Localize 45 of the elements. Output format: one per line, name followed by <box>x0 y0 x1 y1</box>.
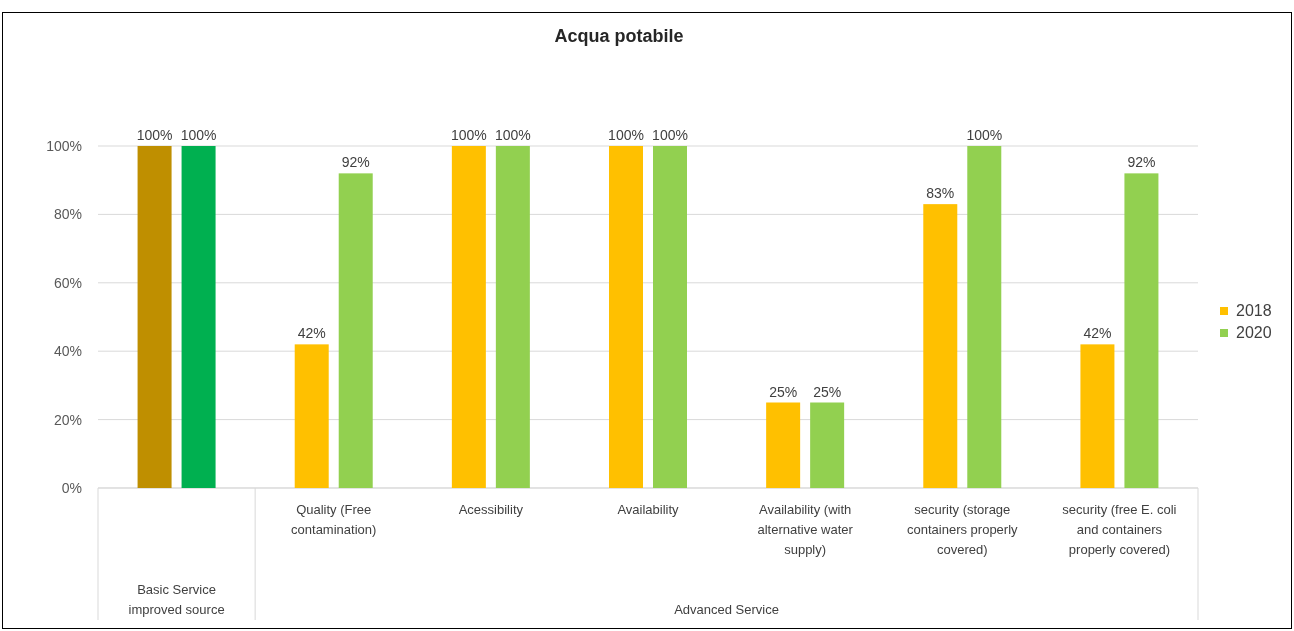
data-label: 42% <box>297 325 326 342</box>
x-tick-label: security (storage containers properly covered) <box>907 502 1019 557</box>
y-tick-label: 0% <box>61 480 82 496</box>
data-label: 92% <box>341 154 370 171</box>
data-label: 42% <box>1083 325 1112 342</box>
x-tick-label: Acessibility <box>458 502 524 517</box>
legend-label: 2020 <box>1236 324 1272 341</box>
data-label: 92% <box>1127 154 1156 171</box>
text: Basic Service improved source <box>128 582 225 617</box>
data-label: 100% <box>494 127 531 143</box>
data-label: 100% <box>180 127 217 143</box>
chart-title: Acqua potabile <box>554 26 684 46</box>
bar <box>923 204 958 488</box>
data-label: 100% <box>608 127 644 143</box>
y-tick-label: 20% <box>53 411 82 428</box>
bar <box>294 344 329 488</box>
bar <box>137 146 172 488</box>
bar <box>1080 344 1115 488</box>
text: Advanced Service <box>674 602 779 617</box>
data-label: 25% <box>813 383 842 400</box>
bar <box>495 146 530 488</box>
x-tick-label: security (free E. coli and containers properly covered) <box>1062 502 1177 557</box>
bar <box>609 146 643 488</box>
y-tick-label: 60% <box>53 274 82 291</box>
bar <box>451 146 486 488</box>
data-label: 100% <box>966 127 1003 143</box>
x-tick-label: Availability (with alternative water supply) <box>757 502 854 557</box>
data-label: 25% <box>769 383 798 400</box>
bar <box>181 146 216 488</box>
legend-label: 2018 <box>1236 302 1272 319</box>
data-label: 83% <box>926 185 955 202</box>
bar <box>1124 173 1159 488</box>
data-label: 100% <box>652 127 688 143</box>
x-tick-label: Quality (Free contamination) <box>291 502 377 537</box>
bar <box>810 402 845 488</box>
data-label: 100% <box>136 127 173 143</box>
x-tick-label: Availability <box>617 502 680 517</box>
bar <box>338 173 373 488</box>
data-label: 100% <box>450 127 487 143</box>
y-tick-label: 80% <box>53 206 82 223</box>
y-tick-label: 100% <box>46 138 82 154</box>
bar <box>967 146 1002 488</box>
bar <box>766 402 801 488</box>
bar <box>653 146 687 488</box>
y-tick-label: 40% <box>53 343 82 360</box>
